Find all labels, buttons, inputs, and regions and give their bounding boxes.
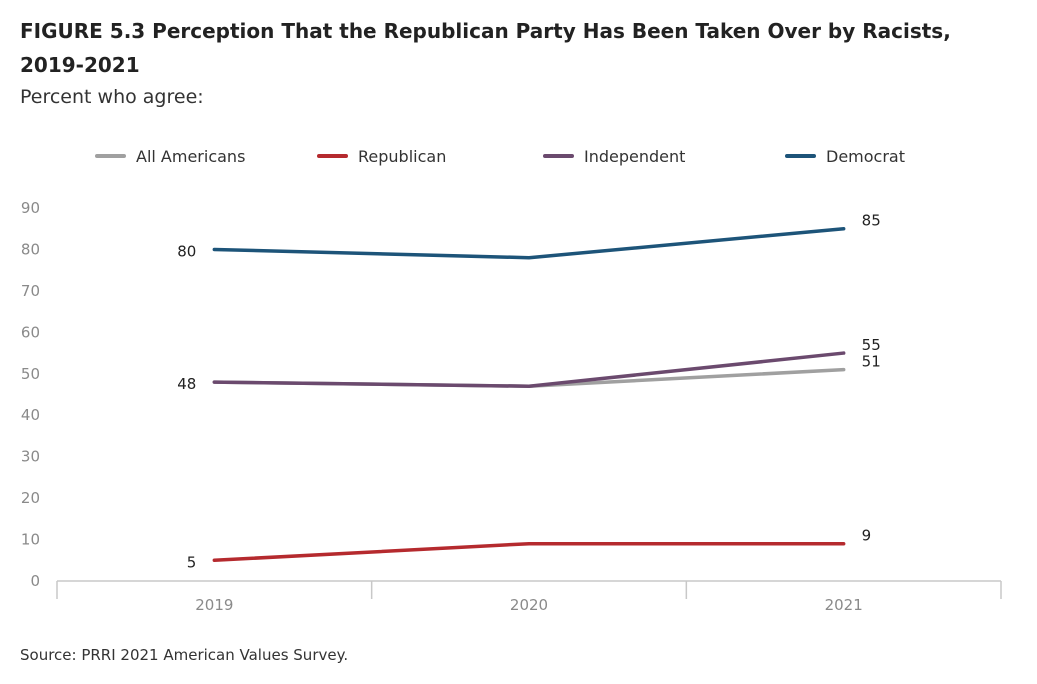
y-tick-label: 20 [21, 489, 40, 507]
data-label: 48 [177, 375, 196, 393]
y-tick-label: 40 [21, 406, 40, 424]
data-label: 51 [862, 353, 881, 371]
line-chart: All Americans Republican Independent Democr… [21, 147, 1002, 614]
series-lines [212, 226, 846, 563]
data-labels: 51 5 9 48 55 80 85 [177, 212, 881, 572]
y-tick-label: 0 [30, 572, 40, 590]
data-label: 85 [862, 212, 881, 230]
chart-legend: All Americans Republican Independent Democr… [95, 147, 905, 166]
y-tick-label: 50 [21, 365, 40, 383]
x-tick-label: 2019 [195, 596, 233, 614]
y-tick-label: 60 [21, 323, 40, 341]
legend-label: Independent [584, 147, 685, 166]
data-label: 80 [177, 242, 196, 260]
data-label: 9 [862, 527, 872, 545]
y-tick-label: 80 [21, 240, 40, 258]
x-axis: 2019 2020 2021 [56, 580, 1002, 614]
legend-label: Republican [358, 147, 446, 166]
y-tick-label: 70 [21, 282, 40, 300]
y-tick-label: 10 [21, 531, 40, 549]
series-line-democrat [212, 226, 846, 260]
x-tick-label: 2020 [510, 596, 548, 614]
data-label: 55 [862, 336, 881, 354]
data-label: 5 [187, 553, 197, 571]
y-axis: 0 10 20 30 40 50 60 70 80 90 [21, 199, 40, 590]
y-tick-label: 90 [21, 199, 40, 217]
x-tick-label: 2021 [825, 596, 863, 614]
chart-title: FIGURE 5.3 Perception That the Republica… [20, 19, 951, 77]
source-note: Source: PRRI 2021 American Values Survey… [20, 646, 349, 664]
series-line-independent [212, 351, 846, 388]
chart-subtitle: Percent who agree: [20, 86, 204, 108]
series-line-republican [212, 541, 846, 563]
legend-label: Democrat [826, 147, 905, 166]
legend-label: All Americans [136, 147, 245, 166]
y-tick-label: 30 [21, 448, 40, 466]
